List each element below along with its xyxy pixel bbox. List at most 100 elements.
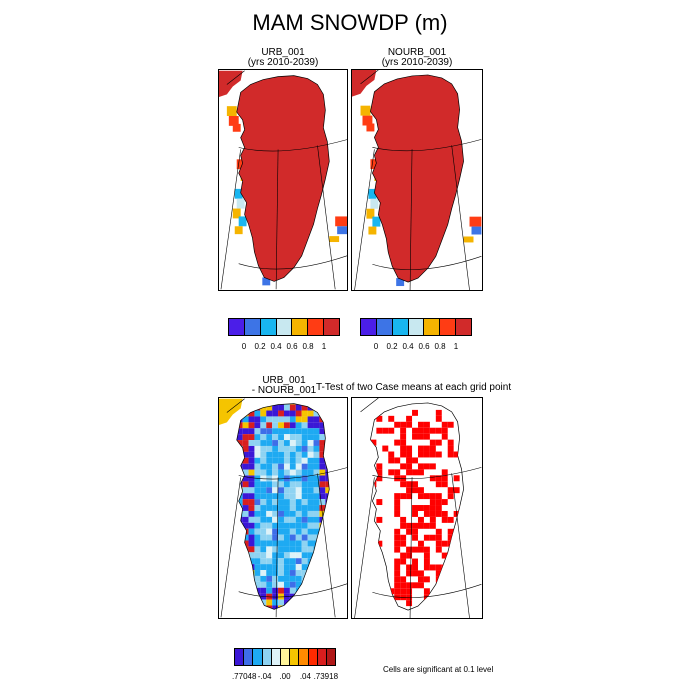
significant-cell — [429, 427, 436, 434]
latitude-line — [238, 583, 347, 598]
difference-cell — [260, 587, 267, 594]
difference-cell — [236, 440, 243, 446]
difference-cell — [272, 469, 279, 476]
colorbar-swatch — [326, 649, 336, 665]
longitude-line — [409, 149, 413, 290]
difference-cell — [278, 558, 284, 565]
colorbar-swatch — [440, 319, 457, 335]
difference-cell — [295, 510, 302, 517]
difference-cell — [283, 528, 290, 535]
significant-cell — [406, 445, 413, 452]
snow-field — [219, 70, 243, 97]
latitude-line — [238, 139, 347, 152]
difference-cell — [289, 457, 296, 464]
snow-cell — [372, 216, 381, 227]
significant-cell — [406, 594, 413, 601]
difference-cell — [254, 469, 261, 476]
difference-cell — [295, 516, 302, 523]
difference-cell — [319, 487, 326, 494]
difference-cell — [272, 546, 279, 553]
difference-cell — [254, 522, 261, 529]
difference-cell — [266, 558, 273, 565]
significant-cell — [406, 528, 413, 535]
significant-cell — [429, 510, 436, 517]
difference-cell — [295, 487, 302, 494]
difference-cell — [272, 451, 279, 458]
difference-cell — [260, 434, 267, 441]
significant-cell — [447, 534, 454, 541]
difference-cell — [283, 540, 290, 547]
difference-cell — [313, 434, 320, 441]
significant-cell — [376, 540, 383, 547]
difference-cell — [313, 440, 320, 446]
difference-cell — [272, 440, 279, 446]
colorbar-swatch — [229, 319, 245, 335]
difference-cell — [266, 599, 273, 606]
significant-cell — [423, 546, 430, 553]
difference-cell — [260, 475, 267, 482]
difference-cell — [242, 445, 249, 452]
significant-cell — [406, 582, 413, 589]
significant-cell — [435, 451, 442, 458]
difference-cell — [260, 510, 267, 517]
significant-cell — [376, 415, 383, 422]
difference-cell — [295, 445, 302, 452]
difference-cell — [307, 434, 314, 441]
difference-cell — [325, 487, 330, 494]
difference-cell — [301, 469, 308, 476]
difference-cell — [283, 493, 290, 500]
difference-cell — [289, 534, 296, 541]
difference-cell — [278, 570, 284, 576]
difference-cell — [272, 552, 279, 559]
significant-cell — [400, 445, 407, 452]
colorbar-tick-label: -.04 — [257, 672, 272, 681]
difference-cell — [260, 546, 267, 553]
significant-cell — [412, 582, 418, 589]
difference-cell — [295, 522, 302, 529]
panel-title-nourb-line1: NOURB_001 — [387, 47, 447, 58]
significant-cell — [435, 409, 442, 416]
significant-cell — [388, 469, 395, 476]
significant-cell — [417, 427, 424, 434]
significant-cell — [388, 427, 395, 434]
significant-cell — [447, 439, 454, 446]
difference-cell — [248, 445, 255, 452]
difference-cell — [307, 510, 314, 517]
difference-cell — [295, 469, 302, 476]
colorbar-tick-label: 1 — [321, 342, 327, 351]
significant-cell — [447, 487, 454, 494]
colorbar-tick-label: 1 — [453, 342, 459, 351]
significant-cell — [429, 451, 436, 458]
difference-cell — [307, 493, 314, 500]
difference-cell — [248, 546, 255, 553]
significant-cell — [429, 439, 436, 446]
colorbar-nourb-labels: 0 0.2 0.4 0.6 0.8 1 — [360, 342, 472, 354]
difference-cell — [260, 534, 267, 541]
significant-cell — [394, 439, 401, 446]
difference-cell — [307, 463, 314, 470]
longitude-line — [354, 149, 375, 290]
difference-cell — [266, 546, 273, 553]
significant-cell — [400, 552, 407, 559]
difference-cell — [325, 493, 330, 500]
difference-cell — [313, 428, 320, 435]
difference-cell — [266, 575, 273, 582]
difference-cell — [278, 510, 284, 517]
significant-cell — [441, 552, 448, 559]
snow-cell — [262, 277, 271, 286]
snow-cell — [370, 159, 379, 170]
difference-cell — [278, 516, 284, 523]
difference-cell — [248, 499, 255, 506]
difference-cell — [289, 434, 296, 441]
difference-cell — [289, 510, 296, 517]
difference-cell — [307, 481, 314, 488]
difference-cell — [313, 534, 320, 541]
significant-cell — [435, 481, 442, 488]
significant-cell — [394, 582, 401, 589]
significant-cell — [394, 564, 401, 571]
snow-cell — [360, 105, 371, 116]
difference-cell — [319, 481, 326, 488]
difference-cell — [278, 404, 284, 411]
difference-cell — [266, 440, 273, 446]
difference-cell — [313, 469, 320, 476]
